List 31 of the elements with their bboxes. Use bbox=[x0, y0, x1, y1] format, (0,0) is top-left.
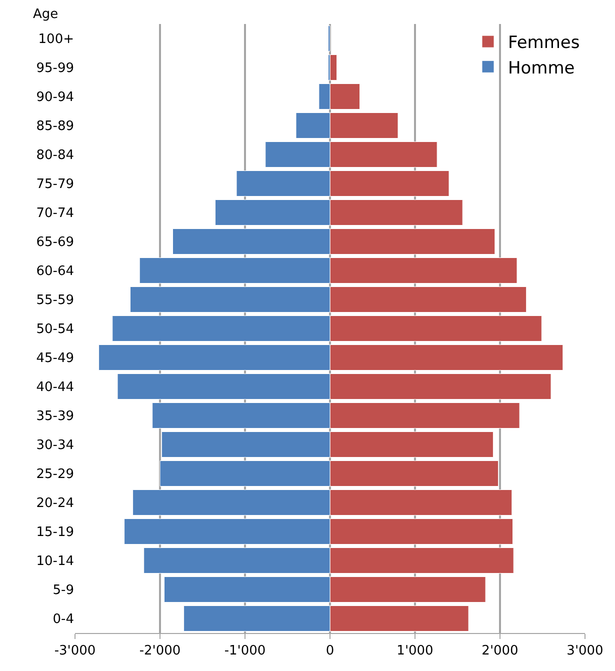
x-tick-label: -2'000 bbox=[139, 644, 181, 659]
x-tick-label: 2'000 bbox=[482, 644, 518, 659]
y-tick-label: 5-9 bbox=[52, 583, 74, 598]
y-tick-label: 30-34 bbox=[36, 438, 74, 454]
y-tick-label: 0-4 bbox=[52, 612, 74, 628]
y-tick-label: 50-54 bbox=[36, 322, 74, 338]
legend-label: Homme bbox=[508, 58, 575, 78]
y-tick-label: 25-29 bbox=[36, 467, 74, 482]
x-tick-label: 3'000 bbox=[566, 644, 604, 659]
y-axis-title: Age bbox=[33, 7, 58, 22]
x-tick-label: 1'000 bbox=[396, 644, 434, 659]
y-tick-label: 75-79 bbox=[36, 177, 74, 192]
y-tick-label: 65-69 bbox=[36, 235, 74, 250]
y-tick-label: 100+ bbox=[38, 32, 74, 48]
y-tick-label: 55-59 bbox=[36, 293, 74, 308]
legend-label: Femmes bbox=[508, 33, 580, 54]
y-tick-label: 60-64 bbox=[36, 264, 74, 280]
x-tick-label: -1'000 bbox=[224, 644, 266, 659]
y-tick-label: 45-49 bbox=[36, 351, 74, 366]
y-tick-label: 40-44 bbox=[36, 380, 74, 396]
y-tick-label: 70-74 bbox=[36, 206, 74, 222]
y-tick-label: 90-94 bbox=[36, 90, 74, 106]
x-tick-label: -3'000 bbox=[54, 644, 96, 659]
y-tick-label: 20-24 bbox=[36, 496, 74, 512]
y-tick-label: 95-99 bbox=[36, 61, 74, 76]
y-tick-label: 85-89 bbox=[36, 119, 74, 134]
y-tick-label: 80-84 bbox=[36, 148, 74, 164]
y-tick-label: 35-39 bbox=[36, 409, 74, 424]
y-tick-label: 15-19 bbox=[36, 525, 74, 540]
x-tick-label: 0 bbox=[326, 644, 334, 659]
y-tick-label: 10-14 bbox=[36, 554, 74, 570]
